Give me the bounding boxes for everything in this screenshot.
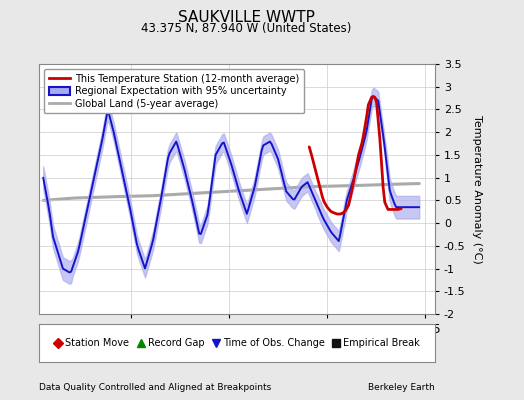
Y-axis label: Temperature Anomaly (°C): Temperature Anomaly (°C) <box>472 115 482 263</box>
Text: Berkeley Earth: Berkeley Earth <box>368 383 435 392</box>
Text: SAUKVILLE WWTP: SAUKVILLE WWTP <box>178 10 315 25</box>
Legend: This Temperature Station (12-month average), Regional Expectation with 95% uncer: This Temperature Station (12-month avera… <box>44 69 304 114</box>
Text: Data Quality Controlled and Aligned at Breakpoints: Data Quality Controlled and Aligned at B… <box>39 383 271 392</box>
Text: 43.375 N, 87.940 W (United States): 43.375 N, 87.940 W (United States) <box>141 22 352 35</box>
Legend: Station Move, Record Gap, Time of Obs. Change, Empirical Break: Station Move, Record Gap, Time of Obs. C… <box>51 335 423 351</box>
